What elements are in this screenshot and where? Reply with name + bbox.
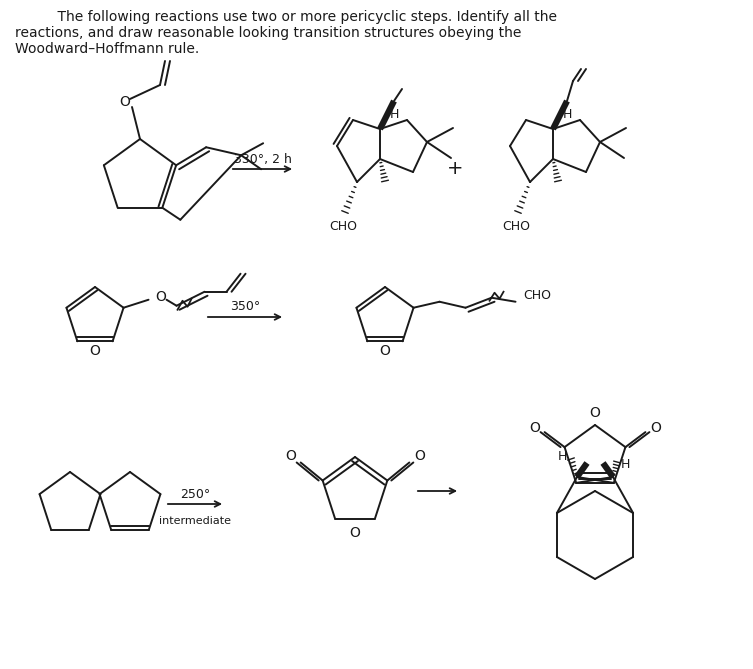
Text: O: O bbox=[349, 526, 361, 540]
Text: O: O bbox=[414, 450, 425, 464]
Text: Woodward–Hoffmann rule.: Woodward–Hoffmann rule. bbox=[15, 42, 200, 56]
Text: O: O bbox=[120, 95, 130, 109]
Text: H: H bbox=[563, 108, 572, 122]
Text: 250°: 250° bbox=[180, 488, 210, 500]
Text: +: + bbox=[447, 159, 463, 179]
Text: The following reactions use two or more pericyclic steps. Identify all the: The following reactions use two or more … bbox=[40, 10, 557, 24]
Text: intermediate: intermediate bbox=[159, 516, 231, 526]
Text: 350°: 350° bbox=[230, 300, 260, 314]
Text: O: O bbox=[529, 421, 540, 435]
Text: H: H bbox=[390, 108, 399, 122]
Text: CHO: CHO bbox=[502, 219, 530, 233]
Text: O: O bbox=[380, 345, 391, 359]
Text: O: O bbox=[590, 406, 600, 420]
Text: H: H bbox=[621, 458, 630, 472]
Text: CHO: CHO bbox=[523, 289, 551, 302]
Text: O: O bbox=[650, 421, 661, 435]
Text: O: O bbox=[285, 450, 296, 464]
Text: H: H bbox=[558, 450, 567, 464]
Text: 330°, 2 h: 330°, 2 h bbox=[233, 153, 291, 165]
Text: CHO: CHO bbox=[329, 219, 357, 233]
Text: O: O bbox=[155, 290, 166, 304]
Text: reactions, and draw reasonable looking transition structures obeying the: reactions, and draw reasonable looking t… bbox=[15, 26, 521, 40]
Text: O: O bbox=[90, 345, 100, 359]
